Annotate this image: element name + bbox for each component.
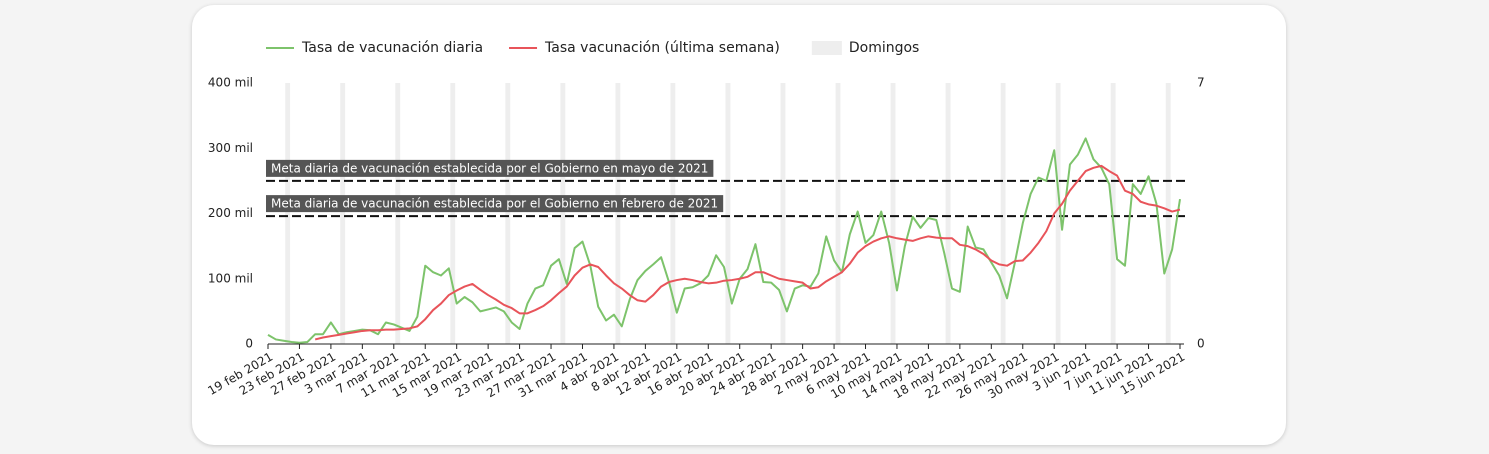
y2-tick-label: 7 xyxy=(1197,76,1205,90)
sunday-band xyxy=(340,83,346,344)
sunday-band xyxy=(780,83,786,344)
legend-label: Domingos xyxy=(849,40,920,56)
y-tick-label: 0 xyxy=(245,337,253,351)
sunday-band xyxy=(395,83,401,344)
goal-label-bg xyxy=(266,195,724,213)
y-tick-label: 400 mil xyxy=(208,76,253,90)
goal-label-text: Meta diaria de vacunación establecida po… xyxy=(271,197,718,211)
sunday-band xyxy=(945,83,951,344)
goal-label: Meta diaria de vacunación establecida po… xyxy=(266,159,714,177)
card xyxy=(192,5,1286,445)
sunday-band xyxy=(1165,83,1171,344)
sunday-band xyxy=(285,83,291,344)
goal-label-text: Meta diaria de vacunación establecida po… xyxy=(271,161,708,175)
sunday-band xyxy=(890,83,896,344)
y-tick-label: 100 mil xyxy=(208,271,253,285)
goal-label-bg xyxy=(266,159,714,177)
series-line xyxy=(267,137,1181,344)
y-tick-label: 200 mil xyxy=(208,206,253,220)
y2-tick-label: 0 xyxy=(1197,337,1205,351)
series-line xyxy=(314,164,1181,341)
sunday-band xyxy=(670,83,676,344)
legend-label: Tasa de vacunación diaria xyxy=(301,40,483,56)
sunday-band xyxy=(1055,83,1061,344)
legend-swatch xyxy=(811,41,842,55)
sunday-band xyxy=(505,83,511,344)
sunday-band xyxy=(615,83,621,344)
legend-label: Tasa vacunación (última semana) xyxy=(544,40,780,56)
y-tick-label: 300 mil xyxy=(208,141,253,155)
goal-label: Meta diaria de vacunación establecida po… xyxy=(266,195,724,213)
sunday-band xyxy=(725,83,731,344)
sunday-band xyxy=(560,83,566,344)
sunday-band xyxy=(835,83,841,344)
sunday-band xyxy=(450,83,456,344)
sunday-band xyxy=(1000,83,1006,344)
